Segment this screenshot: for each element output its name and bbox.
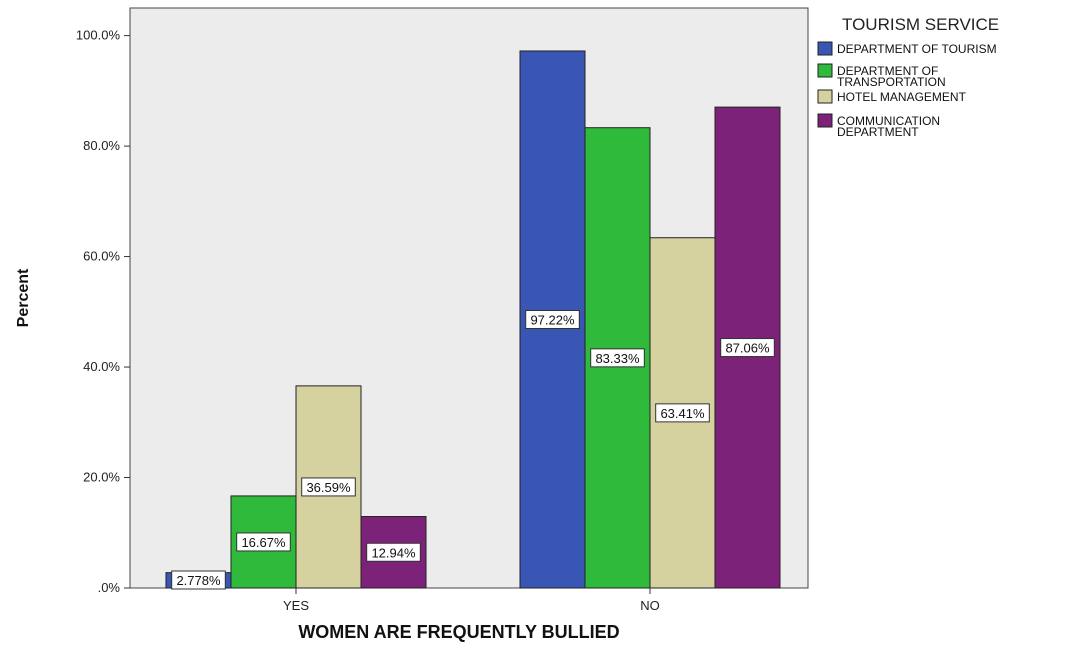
y-tick-label: 20.0% [83, 470, 120, 485]
data-label: 97.22% [530, 312, 575, 327]
data-label: 87.06% [725, 341, 770, 356]
y-tick-label: 100.0% [76, 28, 121, 43]
data-label: 12.94% [371, 545, 416, 560]
data-label: 36.59% [306, 480, 351, 495]
legend-label: COMMUNICATION DEPARTMENT [837, 114, 940, 139]
legend: TOURISM SERVICE DEPARTMENT OF TOURISM DEP… [817, 15, 999, 139]
y-tick-label: 40.0% [83, 359, 120, 374]
data-label-box [655, 403, 710, 423]
y-axis-title: Percent [15, 268, 32, 327]
legend-swatch [817, 89, 833, 104]
data-label: 63.41% [660, 406, 705, 421]
x-tick-label: YES [283, 598, 309, 613]
data-label-box [720, 338, 775, 358]
data-label-box [366, 542, 421, 562]
y-tick-label: 80.0% [83, 138, 120, 153]
data-label: 16.67% [241, 535, 286, 550]
x-axis-title: WOMEN ARE FREQUENTLY BULLIED [298, 622, 619, 642]
y-tick-label: 60.0% [83, 249, 120, 264]
x-axis: YES NO [283, 588, 660, 613]
data-labels-group: 2.778% 16.67% 36.59% 12.94% 97.22% 83.33% 63.4… [171, 309, 775, 590]
legend-label: DEPARTMENT OF TOURISM [837, 42, 997, 56]
data-label-box [236, 532, 291, 552]
data-label-box [301, 477, 356, 497]
data-label: 2.778% [176, 573, 221, 588]
y-axis: .0% 20.0% 40.0% 60.0% 80.0% 100.0% [76, 28, 130, 595]
data-label: 83.33% [595, 351, 640, 366]
legend-swatch [817, 41, 833, 56]
legend-swatch [817, 113, 833, 128]
data-label-box [590, 348, 645, 368]
x-tick-label: NO [640, 598, 660, 613]
data-label-box [171, 570, 226, 590]
data-label-box [525, 309, 580, 329]
legend-label: HOTEL MANAGEMENT [837, 90, 967, 104]
legend-title: TOURISM SERVICE [842, 15, 999, 34]
y-tick-label: .0% [98, 580, 121, 595]
legend-swatch [817, 63, 833, 78]
legend-label: DEPARTMENT OF TRANSPORTATION [837, 64, 946, 89]
